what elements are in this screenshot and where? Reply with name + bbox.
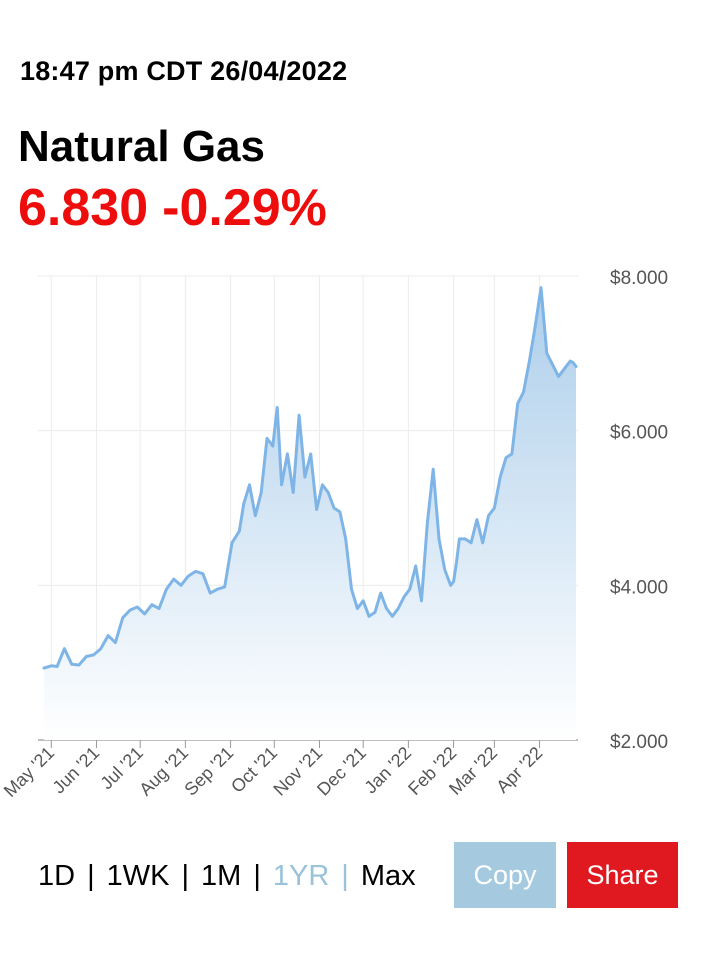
y-tick-label: $2.000 [610,732,668,753]
price-row: 6.830 -0.29% [18,178,341,238]
price-line [42,286,578,670]
y-axis: $2.000 $4.000 $6.000 $8.000 [610,268,668,753]
page-title: Natural Gas [18,122,265,171]
y-tick-label: $6.000 [610,423,668,444]
percent-change: -0.29% [162,179,327,237]
range-separator: | [253,860,261,892]
range-max[interactable]: Max [360,860,416,892]
y-tick-label: $4.000 [610,577,668,598]
last-price: 6.830 [18,179,149,237]
range-1m[interactable]: 1M [201,860,242,892]
x-tick-label: Dec '21 [313,743,370,800]
share-button[interactable]: Share [567,842,678,908]
copy-button[interactable]: Copy [454,842,556,908]
x-tick-label: Jun '21 [49,743,104,798]
range-separator: | [341,860,349,892]
x-tick-label: Aug '21 [135,743,192,800]
range-1d[interactable]: 1D [38,860,76,892]
range-1wk[interactable]: 1WK [106,860,170,892]
x-tick-label: Sep '21 [180,743,237,800]
x-tick-label: Jan '22 [360,743,415,798]
range-1yr[interactable]: 1YR [272,860,330,892]
timestamp: 18:47 pm CDT 26/04/2022 [20,56,348,86]
area-fill [44,287,576,740]
range-selector: 1D | 1WK | 1M | 1YR | Max [38,860,416,893]
x-tick-label: Apr '22 [492,743,546,797]
range-separator: | [181,860,190,892]
x-tick-label: May '21 [0,743,58,801]
range-separator: | [87,860,95,892]
y-tick-label: $8.000 [610,268,668,289]
